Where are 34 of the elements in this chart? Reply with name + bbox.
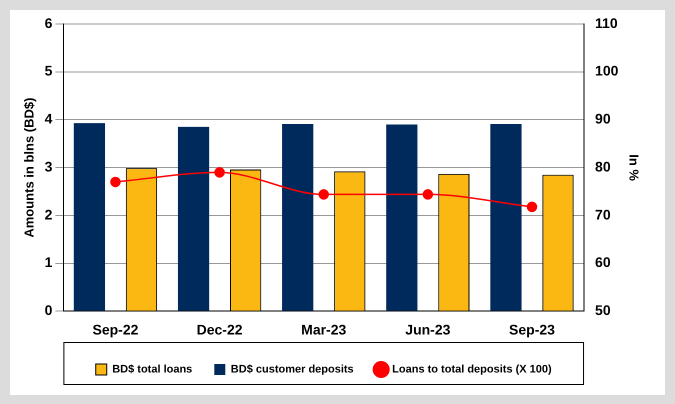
y-tick-label: 3: [44, 158, 53, 174]
point: [110, 176, 121, 188]
y2-tick-label: 80: [595, 158, 611, 174]
x-tick-label: Mar-23: [301, 321, 346, 338]
y-tick-label: 1: [44, 254, 53, 270]
legend-label: BD$ total loans: [112, 364, 192, 376]
y-axis-title: Amounts in blns (BD$): [21, 98, 36, 238]
y-tick-label: 0: [44, 302, 53, 318]
y-tick-label: 4: [44, 110, 53, 127]
y2-tick-label: 50: [595, 302, 611, 318]
x-tick-label: Jun-23: [405, 321, 451, 338]
point: [318, 189, 329, 200]
legend-label: Loans to total deposits (X 100): [392, 364, 552, 376]
point: [422, 189, 434, 200]
bar: [490, 124, 522, 311]
y-tick-label: 5: [44, 62, 53, 79]
bar: [282, 124, 314, 311]
y-tick-label: 2: [44, 206, 53, 222]
y2-tick-label: 110: [595, 14, 618, 31]
x-tick-label: Dec-22: [196, 321, 243, 338]
y2-axis-title: In %: [626, 154, 642, 182]
y2-tick-label: 100: [595, 62, 619, 79]
legend-label: BD$ customer deposits: [230, 364, 354, 376]
y2-tick-label: 90: [595, 110, 611, 127]
y2-tick-label: 70: [595, 206, 611, 222]
point: [214, 167, 225, 178]
y2-tick-label: 60: [595, 254, 611, 270]
y-tick-label: 6: [44, 14, 53, 31]
x-tick-label: Sep-22: [92, 321, 139, 338]
bar: [178, 126, 210, 311]
x-tick-label: Sep-23: [509, 321, 556, 338]
point: [526, 202, 538, 212]
bar: [74, 123, 106, 311]
bar: [386, 124, 418, 311]
